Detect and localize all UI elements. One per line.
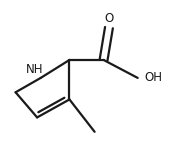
Text: NH: NH <box>26 63 43 76</box>
Text: OH: OH <box>145 71 163 84</box>
Text: O: O <box>104 12 114 25</box>
